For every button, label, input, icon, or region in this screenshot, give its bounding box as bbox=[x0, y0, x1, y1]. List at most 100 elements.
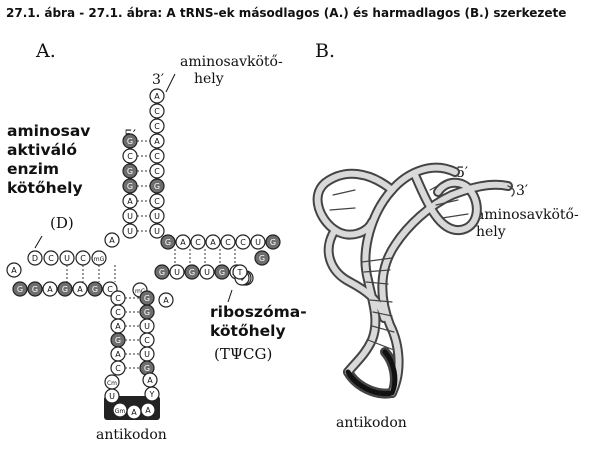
nucleotide-anticodon-stem-left: G bbox=[110, 332, 126, 348]
nucleotide-anticodon-stem-right: U bbox=[139, 346, 155, 362]
svg-text:A: A bbox=[210, 238, 216, 247]
nucleotide-t-arm-top: U bbox=[250, 234, 266, 250]
nucleotide-t-arm-top: A bbox=[175, 234, 191, 250]
panel-b-label: B. bbox=[315, 40, 336, 62]
nucleotide-d-arm-bottom: G bbox=[57, 281, 73, 297]
nucleotide-anticodon-stem-right: C bbox=[139, 332, 155, 348]
svg-text:G: G bbox=[17, 285, 23, 294]
svg-text:C: C bbox=[154, 152, 160, 161]
nucleotide-anticodon-stem-right: G bbox=[139, 304, 155, 320]
svg-text:U: U bbox=[144, 350, 150, 359]
nucleotide-acceptor-3: G bbox=[149, 178, 165, 194]
svg-text:C: C bbox=[115, 364, 121, 373]
nucleotide-t-arm-bottom: U bbox=[169, 264, 185, 280]
nucleotide-d-arm-top: C bbox=[43, 250, 59, 266]
svg-text:C: C bbox=[225, 238, 231, 247]
svg-text:A: A bbox=[77, 285, 83, 294]
enzyme-site-leader bbox=[34, 235, 43, 249]
panel-a-label: A. bbox=[36, 40, 56, 62]
svg-text:A: A bbox=[115, 322, 121, 331]
nucleotide-t-arm-top: G bbox=[160, 234, 176, 250]
nucleotide-d-arm-bottom: G bbox=[27, 281, 43, 297]
svg-text:C: C bbox=[240, 238, 246, 247]
nucleotide-t-arm-top: A bbox=[205, 234, 221, 250]
svg-text:Gm: Gm bbox=[115, 408, 126, 415]
svg-text:G: G bbox=[127, 167, 133, 176]
nucleotide-t-arm-bottom: G bbox=[214, 264, 230, 280]
svg-text:C: C bbox=[115, 308, 121, 317]
nucleotide-anticodon-stem-left: C bbox=[110, 290, 126, 306]
svg-text:U: U bbox=[109, 392, 115, 401]
nucleotide-t-arm-top: G bbox=[265, 234, 281, 250]
svg-text:A: A bbox=[11, 266, 17, 275]
svg-text:A: A bbox=[145, 406, 151, 415]
nucleotide-d-loop: A bbox=[6, 262, 22, 278]
nucleotide-acceptor-5: G bbox=[122, 163, 138, 179]
svg-text:D: D bbox=[32, 254, 38, 263]
svg-text:A: A bbox=[47, 285, 53, 294]
nucleotide-d-arm-top: C bbox=[75, 250, 91, 266]
nucleotide-acceptor-3: U bbox=[149, 223, 165, 239]
nucleotide-anticodon-loop: Gm bbox=[112, 402, 128, 418]
nucleotide-d-arm-top: U bbox=[59, 250, 75, 266]
prime-3-label-b: 3′ bbox=[516, 183, 529, 199]
nucleotide-t-loop-end: G bbox=[254, 250, 270, 266]
svg-text:G: G bbox=[270, 238, 276, 247]
svg-text:C: C bbox=[127, 152, 133, 161]
svg-text:G: G bbox=[144, 294, 150, 303]
nucleotide-anticodon-loop: Y bbox=[144, 386, 160, 402]
ribosome-binding-site-label: riboszóma- kötőhely bbox=[210, 303, 307, 340]
svg-text:T: T bbox=[237, 268, 243, 277]
nucleotide-acceptor-3: C bbox=[149, 118, 165, 134]
svg-text:U: U bbox=[154, 212, 160, 221]
nucleotide-acceptor-3: C bbox=[149, 103, 165, 119]
svg-text:G: G bbox=[144, 308, 150, 317]
amino-acid-binding-site-label-b: aminosavkötő- hely bbox=[476, 207, 579, 240]
nucleotide-d-arm-bottom: G bbox=[87, 281, 103, 297]
svg-text:G: G bbox=[154, 182, 160, 191]
nucleotide-anticodon-loop: A bbox=[142, 372, 158, 388]
svg-text:C: C bbox=[115, 294, 121, 303]
svg-text:C: C bbox=[195, 238, 201, 247]
nucleotide-acceptor-5: A bbox=[122, 193, 138, 209]
svg-text:U: U bbox=[255, 238, 261, 247]
nucleotide-t-arm-top: C bbox=[235, 234, 251, 250]
svg-text:Y: Y bbox=[149, 390, 155, 399]
nucleotide-acceptor-3: C bbox=[149, 148, 165, 164]
svg-text:G: G bbox=[62, 285, 68, 294]
nucleotide-acceptor-5: U bbox=[122, 208, 138, 224]
nucleotide-t-arm-bottom: U bbox=[199, 264, 215, 280]
svg-text:G: G bbox=[92, 285, 98, 294]
nucleotide-anticodon-stem-left: C bbox=[110, 360, 126, 376]
svg-text:C: C bbox=[154, 167, 160, 176]
nucleotide-acceptor-5: C bbox=[122, 148, 138, 164]
svg-text:C: C bbox=[154, 197, 160, 206]
nucleotide-acceptor-5: G bbox=[122, 133, 138, 149]
ribosome-site-leader bbox=[227, 289, 233, 303]
nucleotide-anticodon-stem-right: G bbox=[139, 290, 155, 306]
nucleotide-acceptor-3: C bbox=[149, 193, 165, 209]
svg-text:G: G bbox=[159, 268, 165, 277]
svg-text:U: U bbox=[144, 322, 150, 331]
svg-text:C: C bbox=[80, 254, 86, 263]
svg-text:G: G bbox=[127, 137, 133, 146]
svg-text:mG: mG bbox=[94, 256, 105, 263]
svg-text:A: A bbox=[109, 236, 115, 245]
nucleotide-d-arm-bottom: A bbox=[42, 281, 58, 297]
nucleotide-anticodon-stem-left: A bbox=[110, 346, 126, 362]
svg-text:A: A bbox=[154, 137, 160, 146]
nucleotide-anticodon-loop: U bbox=[104, 388, 120, 404]
nucleotide-acceptor-3: C bbox=[149, 163, 165, 179]
tertiary-structure-ribbon bbox=[312, 162, 515, 399]
nucleotide-anticodon-stem-left: A bbox=[110, 318, 126, 334]
leader-lines bbox=[34, 73, 233, 303]
svg-text:C: C bbox=[144, 336, 150, 345]
svg-text:A: A bbox=[163, 296, 169, 305]
enzyme-binding-site-label: aminosav aktiváló enzim kötőhely bbox=[7, 122, 91, 197]
nucleotide-t-arm-bottom: G bbox=[184, 264, 200, 280]
nucleotide-anticodon-stem-left: C bbox=[110, 304, 126, 320]
t-arm-code: (TΨCG) bbox=[214, 345, 273, 363]
nucleotide-d-arm-bottom: G bbox=[12, 281, 28, 297]
